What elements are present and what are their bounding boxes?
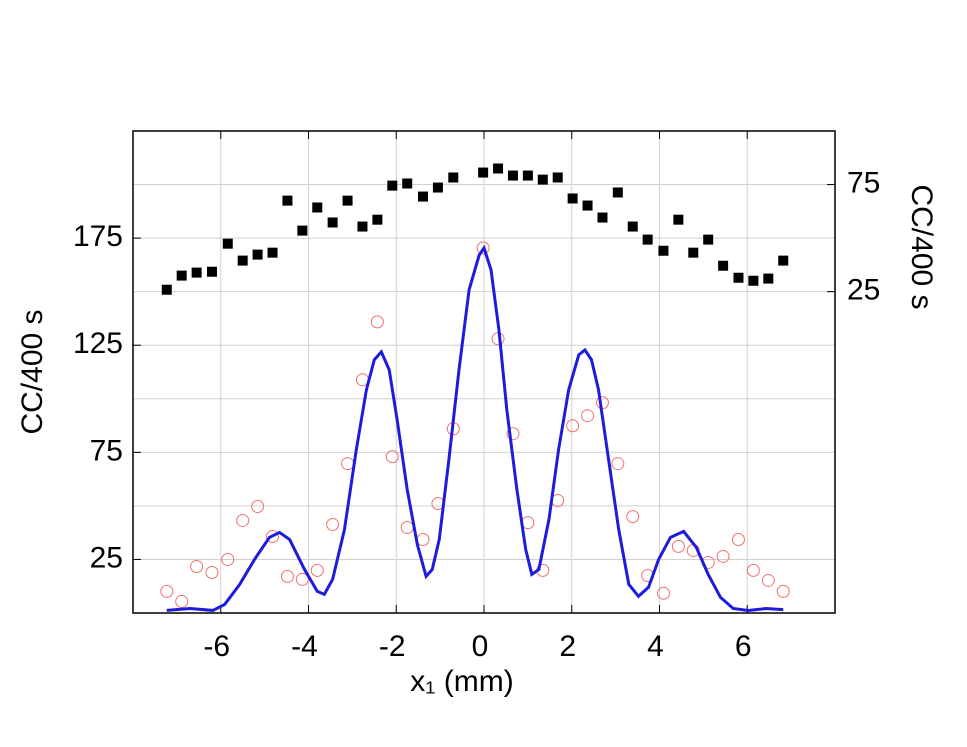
circle-point: [295, 572, 309, 586]
square-point: [282, 195, 293, 206]
y2-tick-label: 25: [847, 274, 880, 307]
square-point: [161, 284, 172, 295]
x-tick-label: -6: [203, 630, 230, 663]
square-point: [658, 245, 669, 256]
circle-point: [506, 427, 520, 441]
square-point: [357, 221, 368, 232]
circle-point: [776, 584, 790, 598]
square-point: [267, 247, 278, 258]
square-point: [191, 267, 202, 278]
circle-point: [205, 566, 219, 580]
circle-point: [611, 457, 625, 471]
circle-point: [326, 518, 340, 532]
square-point: [733, 272, 744, 283]
circle-point: [370, 315, 384, 329]
x-axis-label: x₁ (mm): [410, 665, 513, 698]
circle-point: [175, 594, 189, 608]
circle-point: [236, 513, 250, 527]
circle-point: [221, 552, 235, 566]
y-tick-label: 75: [90, 434, 123, 467]
square-point: [627, 221, 638, 232]
x-tick-label: 4: [647, 630, 664, 663]
square-point: [507, 170, 518, 181]
square-point: [673, 214, 684, 225]
square-point: [778, 255, 789, 266]
square-point: [748, 275, 759, 286]
square-point: [522, 170, 533, 181]
fit-curve: [166, 244, 784, 612]
circle-point: [731, 533, 745, 547]
square-point: [642, 234, 653, 245]
square-point: [448, 172, 459, 183]
square-point: [297, 225, 308, 236]
square-point: [206, 266, 217, 277]
square-point: [222, 238, 233, 249]
circle-point: [190, 560, 204, 574]
circle-point: [761, 573, 775, 587]
square-point: [703, 234, 714, 245]
square-point: [327, 217, 338, 228]
y-axis-label: CC/400 s: [16, 309, 49, 434]
square-point: [763, 273, 774, 284]
y-tick-label: 175: [73, 220, 123, 253]
square-point: [418, 191, 429, 202]
square-point: [372, 214, 383, 225]
square-point: [537, 174, 548, 185]
square-point: [567, 193, 578, 204]
square-point: [312, 202, 323, 213]
square-point: [432, 182, 443, 193]
x-tick-label: 2: [559, 630, 576, 663]
circle-point: [566, 419, 580, 433]
y-tick-label: 25: [90, 541, 123, 574]
y-tick-label: 125: [73, 327, 123, 360]
circle-point: [626, 510, 640, 524]
square-point: [252, 249, 263, 260]
circle-point: [476, 241, 490, 255]
square-point: [493, 163, 504, 174]
circle-point: [160, 584, 174, 598]
circle-point: [716, 549, 730, 563]
square-point: [387, 180, 398, 191]
square-point: [342, 195, 353, 206]
x-tick-label: 6: [735, 630, 752, 663]
x-tick-label: -2: [379, 630, 406, 663]
square-point: [718, 260, 729, 271]
square-point: [478, 167, 489, 178]
square-point: [688, 247, 699, 258]
circle-point: [581, 409, 595, 423]
x-tick-label: 0: [472, 630, 489, 663]
circle-point: [341, 457, 355, 471]
square-point: [597, 212, 608, 223]
circle-point: [656, 586, 670, 600]
y2-tick-label: 75: [847, 166, 880, 199]
square-point: [402, 178, 413, 189]
square-point: [237, 255, 248, 266]
circle-point: [385, 450, 399, 464]
circle-point: [400, 521, 414, 535]
circle-point: [671, 539, 685, 553]
square-point: [612, 187, 623, 198]
circle-point: [310, 563, 324, 577]
x-tick-label: -4: [291, 630, 318, 663]
circle-point: [266, 530, 280, 544]
square-point: [552, 172, 563, 183]
circle-point: [251, 500, 265, 514]
y2-axis-label: CC/400 s: [905, 184, 938, 309]
square-point: [582, 200, 593, 211]
circle-point: [416, 533, 430, 547]
circle-point: [280, 569, 294, 583]
square-point: [176, 270, 187, 281]
circle-point: [746, 563, 760, 577]
